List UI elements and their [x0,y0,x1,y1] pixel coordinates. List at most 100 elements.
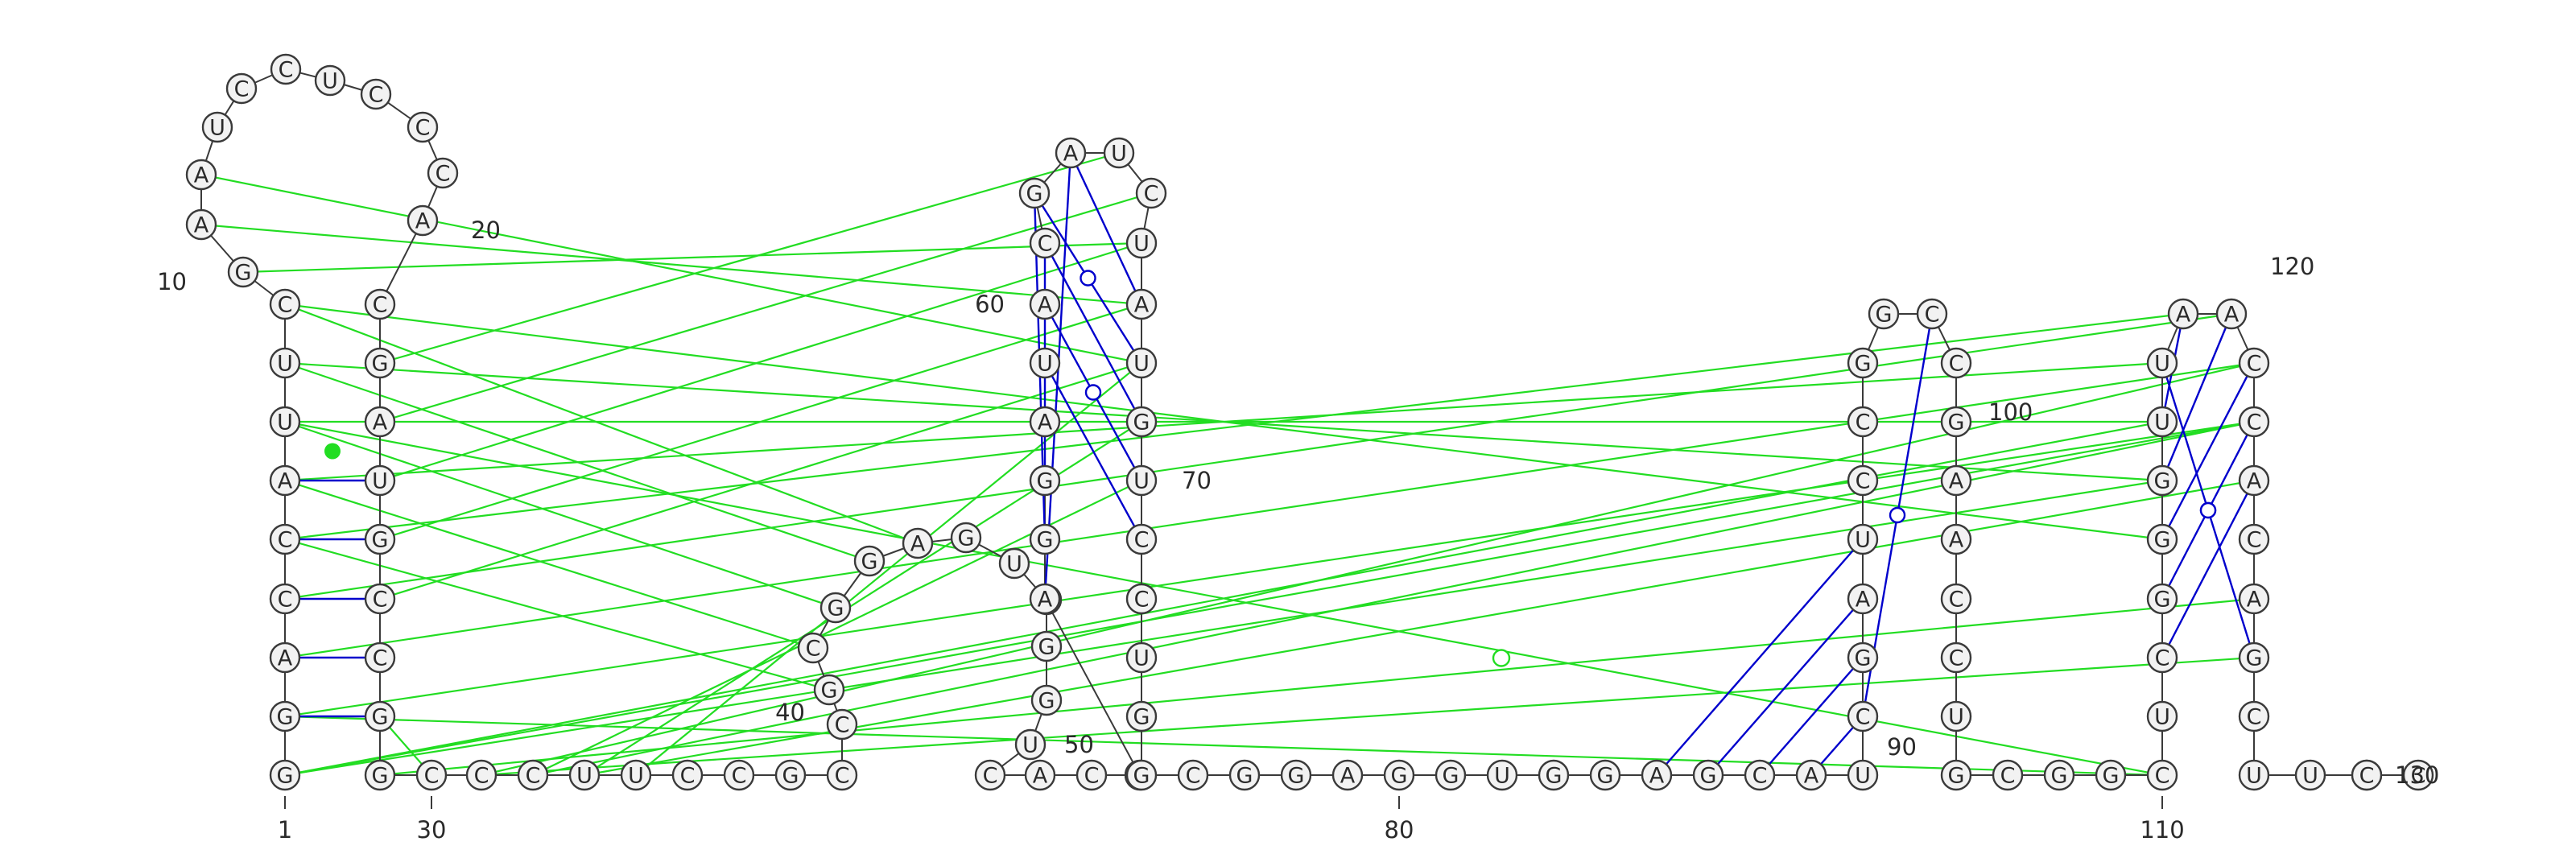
nucleotide-letter: G [2154,469,2171,494]
nucleotide-circle [407,111,439,143]
nucleotide-circle [269,464,301,497]
nucleotide: U [364,464,396,497]
nucleotide-letter: C [1856,705,1871,730]
nucleotide-letter: U [1006,552,1022,577]
nucleotide: U [1125,642,1158,674]
nucleotide-letter: C [983,764,998,789]
nucleotide: U [620,759,652,791]
nucleotide: G [364,347,396,379]
nucleotide-circle [774,759,807,791]
nucleotide-circle [1940,464,1972,497]
nucleotide: G [2043,759,2075,791]
nucleotide-letter: G [2154,588,2171,613]
nucleotide-circle [1847,523,1879,555]
nucleotide-letter: C [415,116,431,141]
nucleotide-circle [813,674,845,706]
nucleotide-letter: A [1949,528,1964,553]
canonical-base-pair [2161,480,2256,658]
nucleotide: U [2238,759,2270,791]
nucleotide-letter: G [1133,410,1150,435]
nucleotide-circle [998,547,1030,580]
nucleotide: C [1940,642,1972,674]
nucleotide-letter: G [1546,764,1563,789]
nucleotide-letter: G [2051,764,2068,789]
nucleotide-letter: A [2247,469,2262,494]
nucleotide-circle [415,759,448,791]
nucleotide-circle [1331,759,1364,791]
nucleotide-letter: G [1876,303,1893,328]
nucleotide: U [1103,137,1135,169]
nucleotide: C [225,72,258,105]
nucleotide-circle [1030,630,1063,662]
position-label: 60 [975,291,1005,318]
nucleotide-letter: C [1949,588,1964,613]
tertiary-contact-line [200,223,1142,306]
nucleotide: C [826,759,858,791]
nucleotide: U [2294,759,2326,791]
position-label: 50 [1064,731,1094,758]
nucleotide: A [1331,759,1364,791]
nucleotide: A [1125,288,1158,320]
nucleotide-letter: G [1037,469,1054,494]
nucleotide-letter: A [1856,588,1871,613]
canonical-base-pair [1707,598,1864,776]
nucleotide: G [819,592,852,624]
tertiary-contact-line [284,479,2163,777]
nucleotide-letter: C [732,764,747,789]
nucleotide-letter: U [372,469,388,494]
nucleotide-circle [1125,406,1158,438]
nucleotide-letter: G [372,352,389,377]
tertiary-marker [1492,649,1511,667]
nucleotide: G [1940,406,1972,438]
position-label: 110 [2140,816,2184,844]
nucleotide: C [364,288,396,320]
nucleotide: G [1692,759,1724,791]
nucleotide-circle [1940,759,1972,791]
nucleotide-circle [902,527,934,559]
nucleotide-letter: C [2155,646,2170,671]
nucleotide: U [1486,759,1518,791]
nucleotide: A [2238,464,2270,497]
nucleotide: C [415,759,448,791]
nucleotide-circle [1868,298,1900,330]
tertiary-contact-line [284,538,830,691]
nucleotide: G [269,700,301,732]
nucleotide: A [1641,759,1673,791]
nucleotide-circle [227,256,259,288]
nucleotide-circle [1125,347,1158,379]
nucleotide: C [1744,759,1776,791]
nucleotide-letter: C [278,528,293,553]
nucleotide: A [185,159,217,191]
nucleotide-letter: G [1948,410,1965,435]
nucleotide-letter: G [1391,764,1408,789]
nucleotide-letter: C [1134,588,1150,613]
nucleotide: C [269,583,301,615]
position-label: 20 [471,217,501,244]
tertiary-contact-line [379,151,1120,365]
nucleotide: G [364,700,396,732]
nucleotide-circle [826,708,858,741]
wobble-marker [1084,384,1102,401]
nucleotide-letter: U [2246,764,2262,789]
nucleotide-circle [427,157,459,189]
nucleotide-circle [974,759,1006,791]
nucleotide-circle [1029,464,1061,497]
nucleotide-circle [1940,642,1972,674]
nucleotide-letter: A [278,646,293,671]
nucleotide-letter: A [2176,303,2191,328]
nucleotide-circle [1744,759,1776,791]
nucleotide: C [1125,583,1158,615]
nucleotide-letter: C [1134,528,1150,553]
nucleotide-circle [314,64,346,97]
nucleotide-letter: G [235,261,252,286]
nucleotide-circle [2351,759,2383,791]
tertiary-contact-line [481,656,2255,777]
nucleotide-circle [2238,523,2270,555]
nucleotide-letter: G [782,764,799,789]
nucleotide-circle [2095,759,2127,791]
nucleotide: U [1125,227,1158,259]
nucleotide: C [517,759,549,791]
nucleotide: U [1014,728,1046,761]
nucleotide: C [2402,759,2434,791]
nucleotide-letter: U [2302,764,2318,789]
